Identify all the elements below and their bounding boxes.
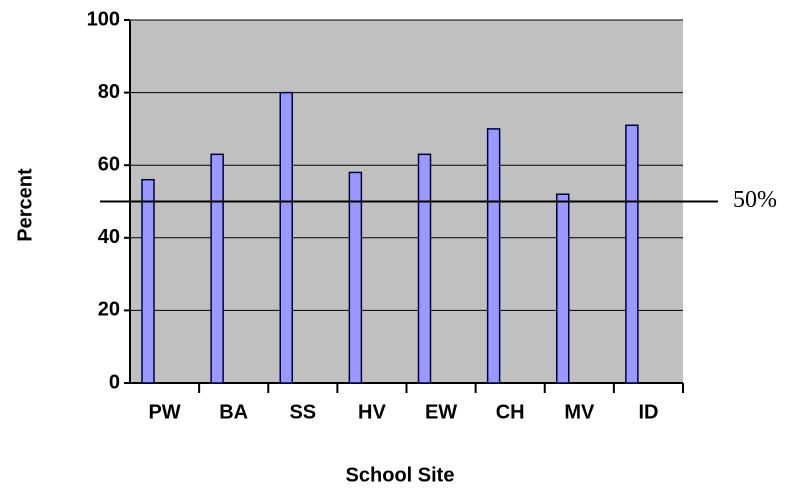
bar — [417, 153, 432, 384]
bar — [348, 171, 363, 384]
bar — [141, 178, 155, 384]
bar — [556, 193, 570, 384]
y-tick-label: 20 — [98, 299, 120, 321]
y-axis-title: Percent — [14, 168, 36, 242]
bar — [625, 124, 639, 384]
y-tick-label: 40 — [98, 226, 120, 248]
bar — [210, 153, 224, 384]
x-axis-title: School Site — [346, 464, 455, 486]
y-tick-label: 60 — [98, 153, 120, 175]
bar — [279, 91, 293, 384]
bar — [486, 128, 501, 384]
reference-label: 50% — [733, 187, 777, 213]
x-tick-label: CH — [496, 401, 525, 423]
x-tick-label: HV — [358, 401, 386, 423]
y-tick-label: 80 — [98, 81, 120, 103]
y-tick-label: 100 — [87, 8, 120, 30]
x-tick-label: PW — [148, 401, 180, 423]
x-tick-label: MV — [564, 401, 595, 423]
x-tick-label: SS — [289, 401, 316, 423]
y-tick-label: 0 — [109, 371, 120, 393]
x-tick-label: EW — [425, 401, 457, 423]
x-tick-label: BA — [219, 401, 248, 423]
x-tick-label: ID — [638, 401, 658, 423]
